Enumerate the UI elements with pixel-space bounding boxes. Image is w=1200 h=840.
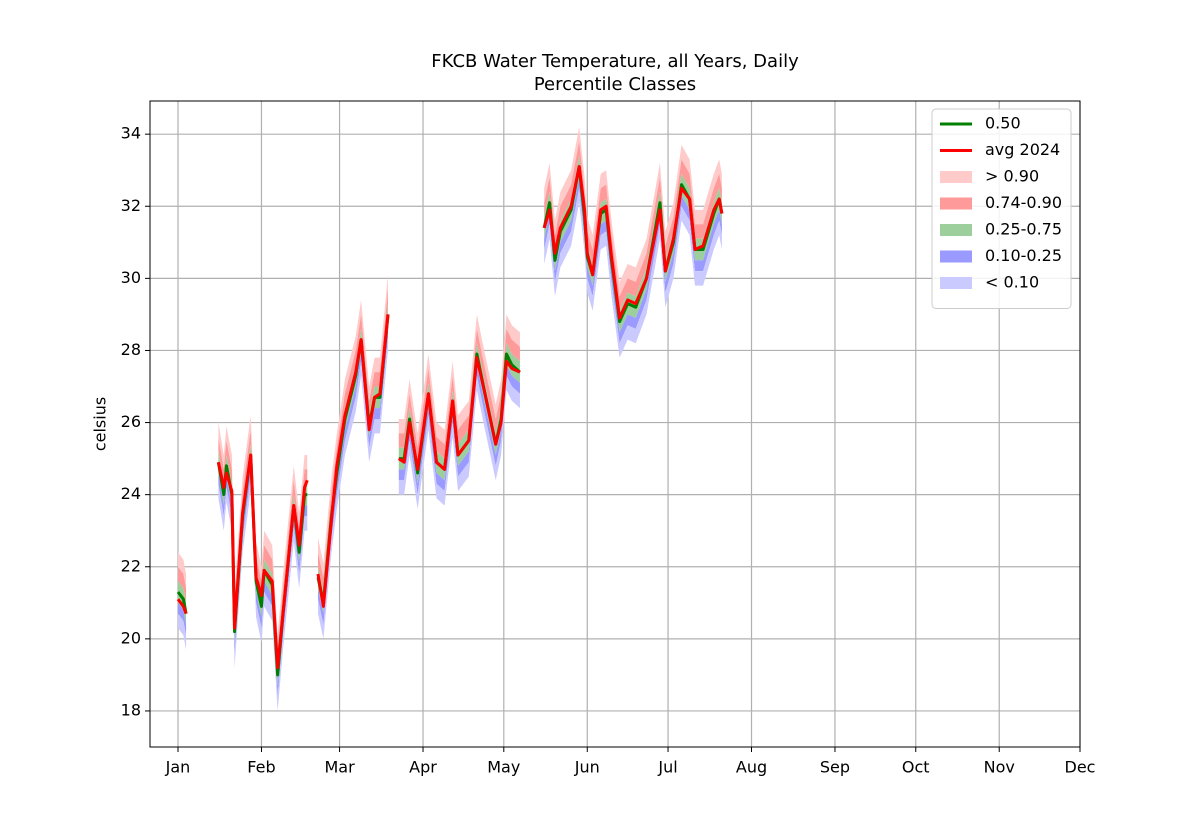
legend-label: > 0.90 (985, 167, 1039, 186)
percentile-band (178, 188, 722, 711)
legend-swatch (940, 224, 972, 236)
x-tick-label: Oct (902, 758, 930, 777)
y-tick-label: 30 (121, 268, 141, 287)
x-tick-label: Jun (574, 758, 600, 777)
legend-label: 0.25-0.75 (985, 220, 1062, 239)
legend-swatch (940, 197, 972, 210)
chart-subtitle: Percentile Classes (534, 74, 696, 95)
x-tick-label: Aug (736, 758, 767, 777)
percentile-band (178, 141, 722, 665)
legend-label: 0.50 (985, 114, 1021, 133)
legend-swatch (940, 171, 972, 183)
series-line (176, 165, 724, 670)
x-tick-label: Apr (409, 758, 437, 777)
x-tick-label: Nov (984, 758, 1015, 777)
legend-swatch (940, 250, 972, 263)
x-tick-label: Sep (820, 758, 850, 777)
y-tick-label: 32 (121, 196, 141, 215)
x-tick-label: May (487, 758, 520, 777)
x-tick-label: Jul (657, 758, 677, 777)
x-tick-label: Jan (165, 758, 191, 777)
legend-label: avg 2024 (985, 140, 1060, 159)
x-tick-label: Mar (324, 758, 355, 777)
y-tick-label: 26 (121, 412, 141, 431)
y-tick-label: 34 (121, 124, 141, 143)
legend-label: < 0.10 (985, 273, 1039, 292)
percentile-band (178, 126, 722, 650)
legend-label: 0.74-0.90 (985, 193, 1062, 212)
y-tick-label: 20 (121, 628, 141, 647)
y-tick-label: 18 (121, 700, 141, 719)
legend-label: 0.10-0.25 (985, 246, 1062, 265)
y-tick-label: 28 (121, 340, 141, 359)
legend: 0.50 avg 2024 > 0.90 0.74-0.90 0.25-0.75 0.10… (931, 108, 1072, 309)
legend-swatch (940, 277, 972, 289)
y-axis-label: celsius (91, 397, 110, 451)
y-tick-label: 24 (121, 484, 141, 503)
chart-title: FKCB Water Temperature, all Years, Daily (431, 51, 799, 72)
percentile-band (178, 177, 722, 697)
x-tick-label: Feb (247, 758, 275, 777)
plot-frame (149, 100, 1081, 748)
y-tick-label: 22 (121, 556, 141, 575)
x-tick-label: Dec (1065, 758, 1096, 777)
